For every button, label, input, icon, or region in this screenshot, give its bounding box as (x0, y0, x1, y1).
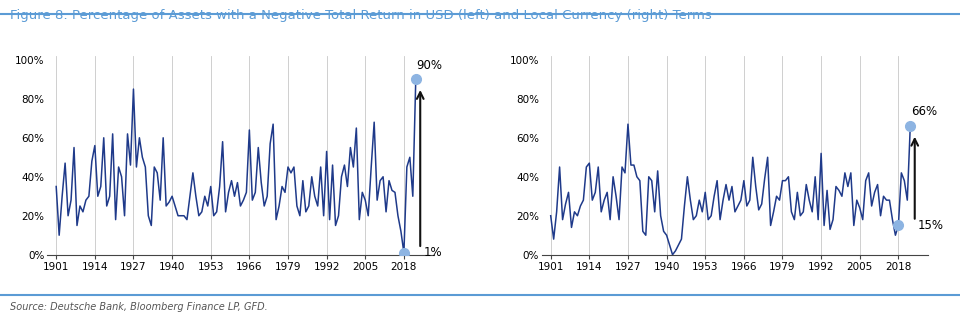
Text: 66%: 66% (911, 105, 937, 118)
Text: Source: Deutsche Bank, Bloomberg Finance LP, GFD.: Source: Deutsche Bank, Bloomberg Finance… (10, 302, 267, 312)
Text: 15%: 15% (918, 219, 944, 232)
Text: 90%: 90% (417, 59, 443, 72)
Text: 1%: 1% (423, 246, 442, 259)
Text: Figure 8: Percentage of Assets with a Negative Total Return in USD (left) and Lo: Figure 8: Percentage of Assets with a Ne… (10, 9, 711, 22)
